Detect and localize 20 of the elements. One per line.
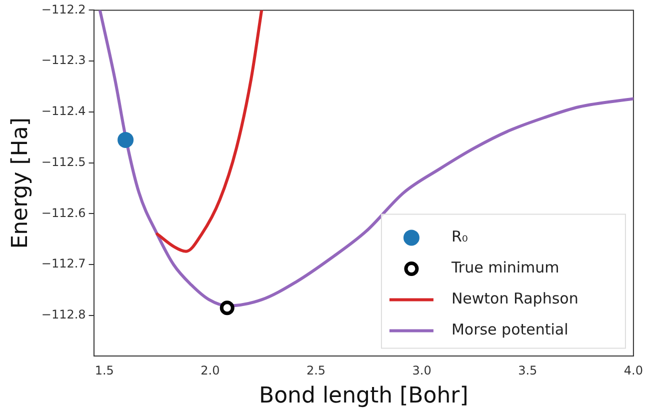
legend-label: True minimum (450, 258, 560, 277)
x-tick-label: 2.5 (306, 364, 326, 378)
legend-label: Morse potential (451, 320, 568, 339)
x-axis-title: Bond length [Bohr] (258, 384, 468, 409)
y-tick-label: −112.5 (41, 154, 86, 169)
x-tick-label: 4.0 (624, 364, 644, 378)
y-tick-label: −112.6 (41, 206, 86, 220)
x-tick-label: 3.5 (518, 364, 538, 378)
legend-label: R₀ (451, 228, 468, 246)
line-series (156, 10, 264, 253)
y-axis-title: Energy [Ha] (8, 118, 33, 249)
legend-label: Newton Raphson (451, 290, 578, 308)
y-tick-label: −112.4 (41, 104, 86, 118)
x-tick-label: 1.5 (94, 364, 114, 378)
y-tick-label: −112.2 (41, 2, 86, 16)
y-tick-label: −112.8 (41, 308, 86, 322)
x-tick-label: 3.0 (412, 364, 432, 378)
y-tick-label: −112.3 (41, 53, 86, 68)
y-tick-label: −112.7 (41, 256, 86, 271)
x-tick-label: 2.0 (200, 364, 220, 378)
